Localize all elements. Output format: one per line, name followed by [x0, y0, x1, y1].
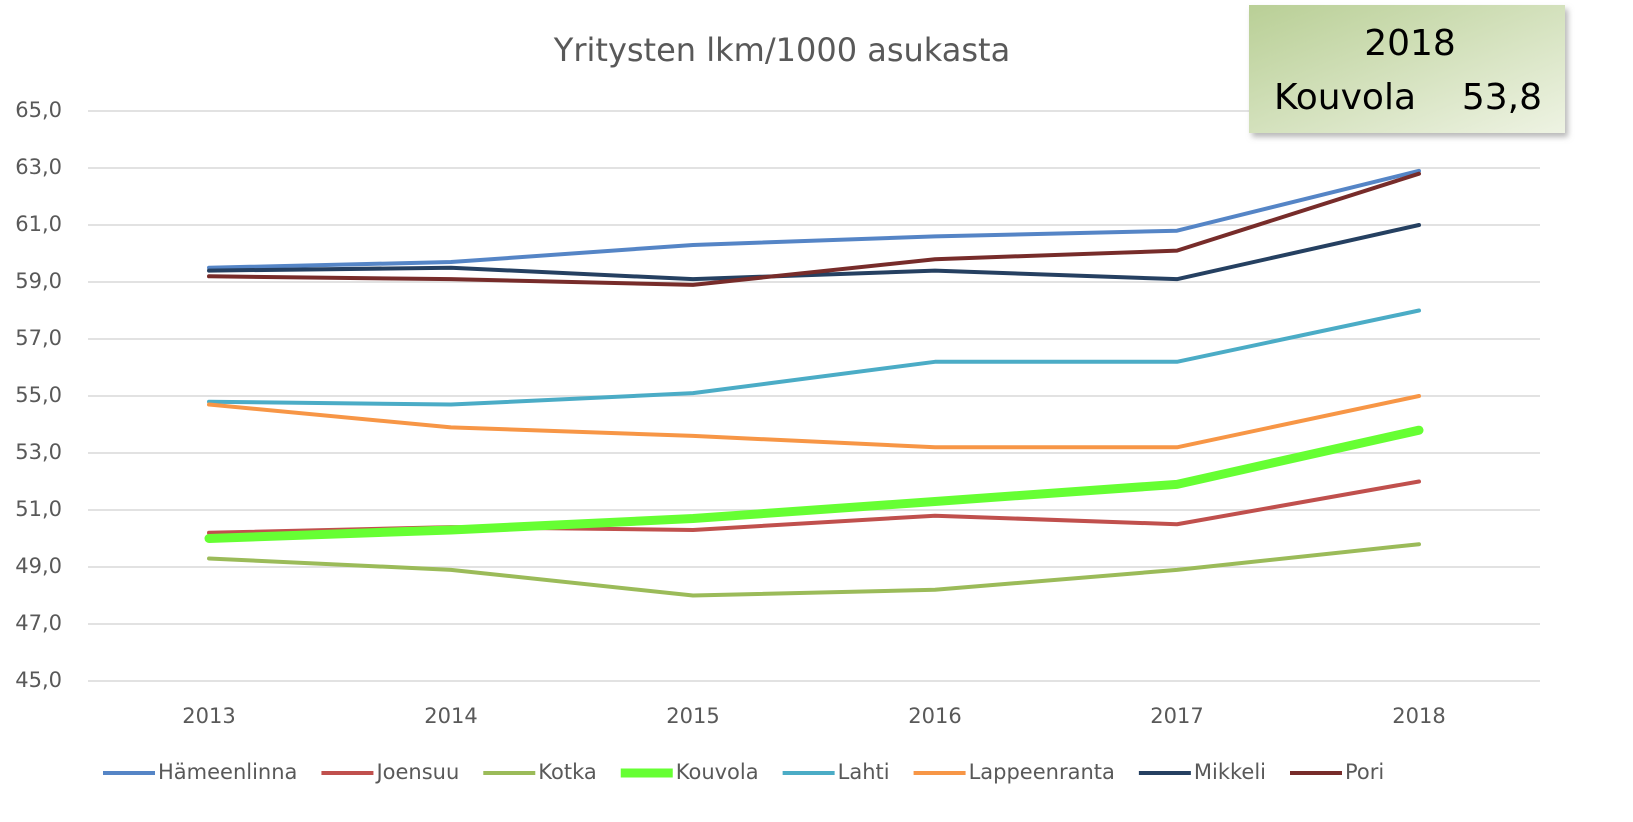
annotation-box: 2018 Kouvola 53,8	[1249, 5, 1565, 133]
y-tick-label: 59,0	[15, 269, 62, 293]
x-tick-label: 2013	[182, 704, 235, 728]
x-tick-label: 2018	[1392, 704, 1445, 728]
y-tick-label: 51,0	[15, 497, 62, 521]
series-line	[207, 394, 1421, 450]
plot-area: 45,0 47,0 49,0 51,0 53,0 55,0 57,0 59,0 61,0 63,0…	[15, 98, 1540, 728]
y-tick-label: 57,0	[15, 326, 62, 350]
legend-label: Lappeenranta	[969, 760, 1115, 784]
legend-label: Kouvola	[676, 760, 759, 784]
y-tick-label: 45,0	[15, 668, 62, 692]
annotation-year: 2018	[1364, 23, 1456, 64]
x-tick-label: 2016	[908, 704, 961, 728]
series-line	[204, 425, 1424, 543]
y-tick-label: 61,0	[15, 212, 62, 236]
legend-label: Mikkeli	[1194, 760, 1266, 784]
chart-title: Yritysten lkm/1000 asukasta	[553, 31, 1010, 69]
legend-label: Pori	[1345, 760, 1384, 784]
legend-label: Hämeenlinna	[158, 760, 297, 784]
y-tick-label: 55,0	[15, 383, 62, 407]
annotation-value: 53,8	[1462, 77, 1542, 118]
y-tick-label: 63,0	[15, 155, 62, 179]
y-tick-label: 47,0	[15, 611, 62, 635]
x-tick-label: 2015	[666, 704, 719, 728]
x-tick-label: 2014	[424, 704, 477, 728]
y-tick-label: 49,0	[15, 554, 62, 578]
y-tick-label: 65,0	[15, 98, 62, 122]
series-line	[207, 308, 1421, 407]
legend-label: Lahti	[838, 760, 890, 784]
series-line	[207, 542, 1421, 598]
series-line	[207, 171, 1421, 287]
x-tick-label: 2017	[1150, 704, 1203, 728]
series-line	[207, 168, 1421, 270]
y-tick-label: 53,0	[15, 440, 62, 464]
legend-label: Kotka	[538, 760, 596, 784]
annotation-name: Kouvola	[1274, 77, 1416, 118]
series-line	[207, 223, 1421, 282]
legend-label: Joensuu	[374, 760, 459, 784]
annotation-background	[1249, 5, 1565, 133]
